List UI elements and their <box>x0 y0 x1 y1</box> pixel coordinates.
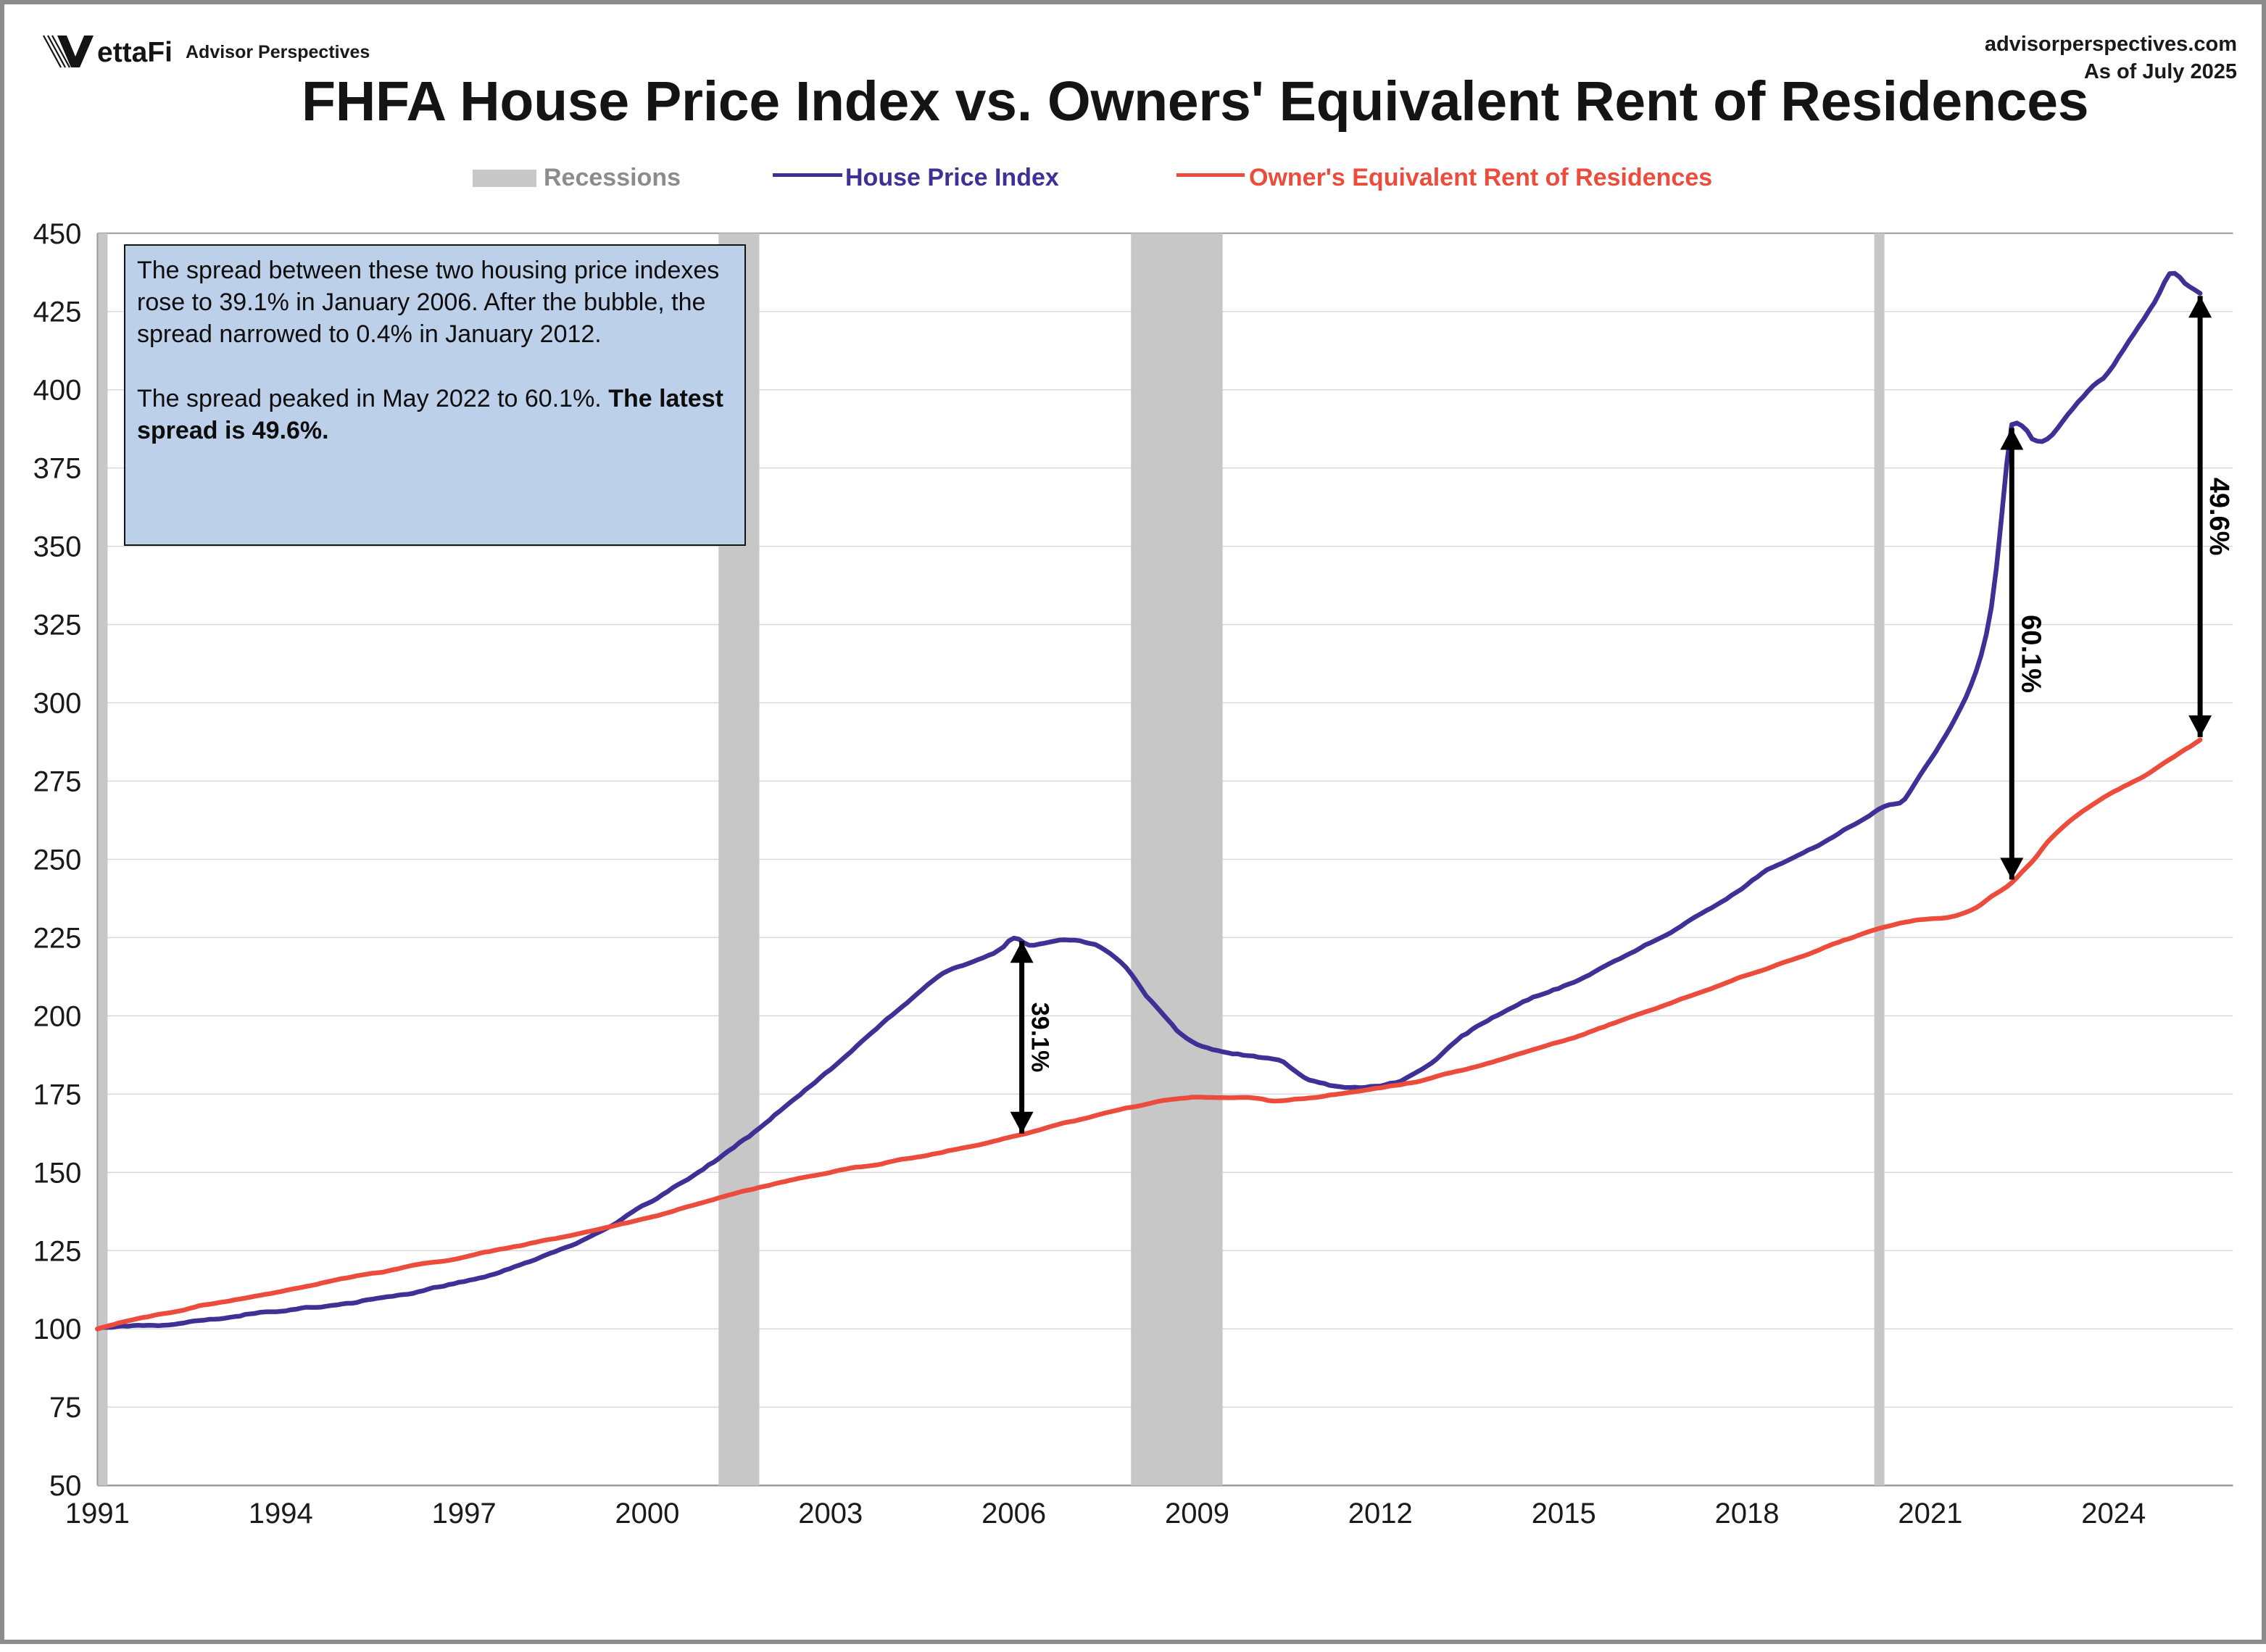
svg-text:2021: 2021 <box>1898 1498 1962 1529</box>
svg-text:75: 75 <box>49 1392 82 1424</box>
svg-text:2018: 2018 <box>1715 1498 1780 1529</box>
svg-text:2003: 2003 <box>798 1498 863 1529</box>
svg-text:175: 175 <box>33 1079 82 1111</box>
svg-text:425: 425 <box>33 296 82 328</box>
svg-text:450: 450 <box>33 218 82 250</box>
svg-text:2024: 2024 <box>2081 1498 2146 1529</box>
svg-text:275: 275 <box>33 766 82 798</box>
svg-text:225: 225 <box>33 922 82 954</box>
svg-text:1994: 1994 <box>249 1498 313 1529</box>
svg-text:150: 150 <box>33 1157 82 1189</box>
svg-text:2015: 2015 <box>1532 1498 1596 1529</box>
svg-text:300: 300 <box>33 688 82 720</box>
svg-text:1997: 1997 <box>432 1498 497 1529</box>
svg-text:325: 325 <box>33 610 82 642</box>
svg-text:2009: 2009 <box>1165 1498 1229 1529</box>
svg-text:200: 200 <box>33 1000 82 1032</box>
svg-text:400: 400 <box>33 375 82 407</box>
svg-text:350: 350 <box>33 531 82 563</box>
svg-text:2012: 2012 <box>1348 1498 1413 1529</box>
svg-text:250: 250 <box>33 844 82 876</box>
svg-text:375: 375 <box>33 453 82 485</box>
svg-text:39.1%: 39.1% <box>1026 1003 1054 1072</box>
svg-text:100: 100 <box>33 1313 82 1345</box>
svg-text:49.6%: 49.6% <box>2204 478 2234 556</box>
svg-text:125: 125 <box>33 1235 82 1267</box>
svg-text:1991: 1991 <box>65 1498 130 1529</box>
svg-text:60.1%: 60.1% <box>2015 615 2046 693</box>
svg-text:2006: 2006 <box>981 1498 1046 1529</box>
svg-text:2000: 2000 <box>615 1498 679 1529</box>
